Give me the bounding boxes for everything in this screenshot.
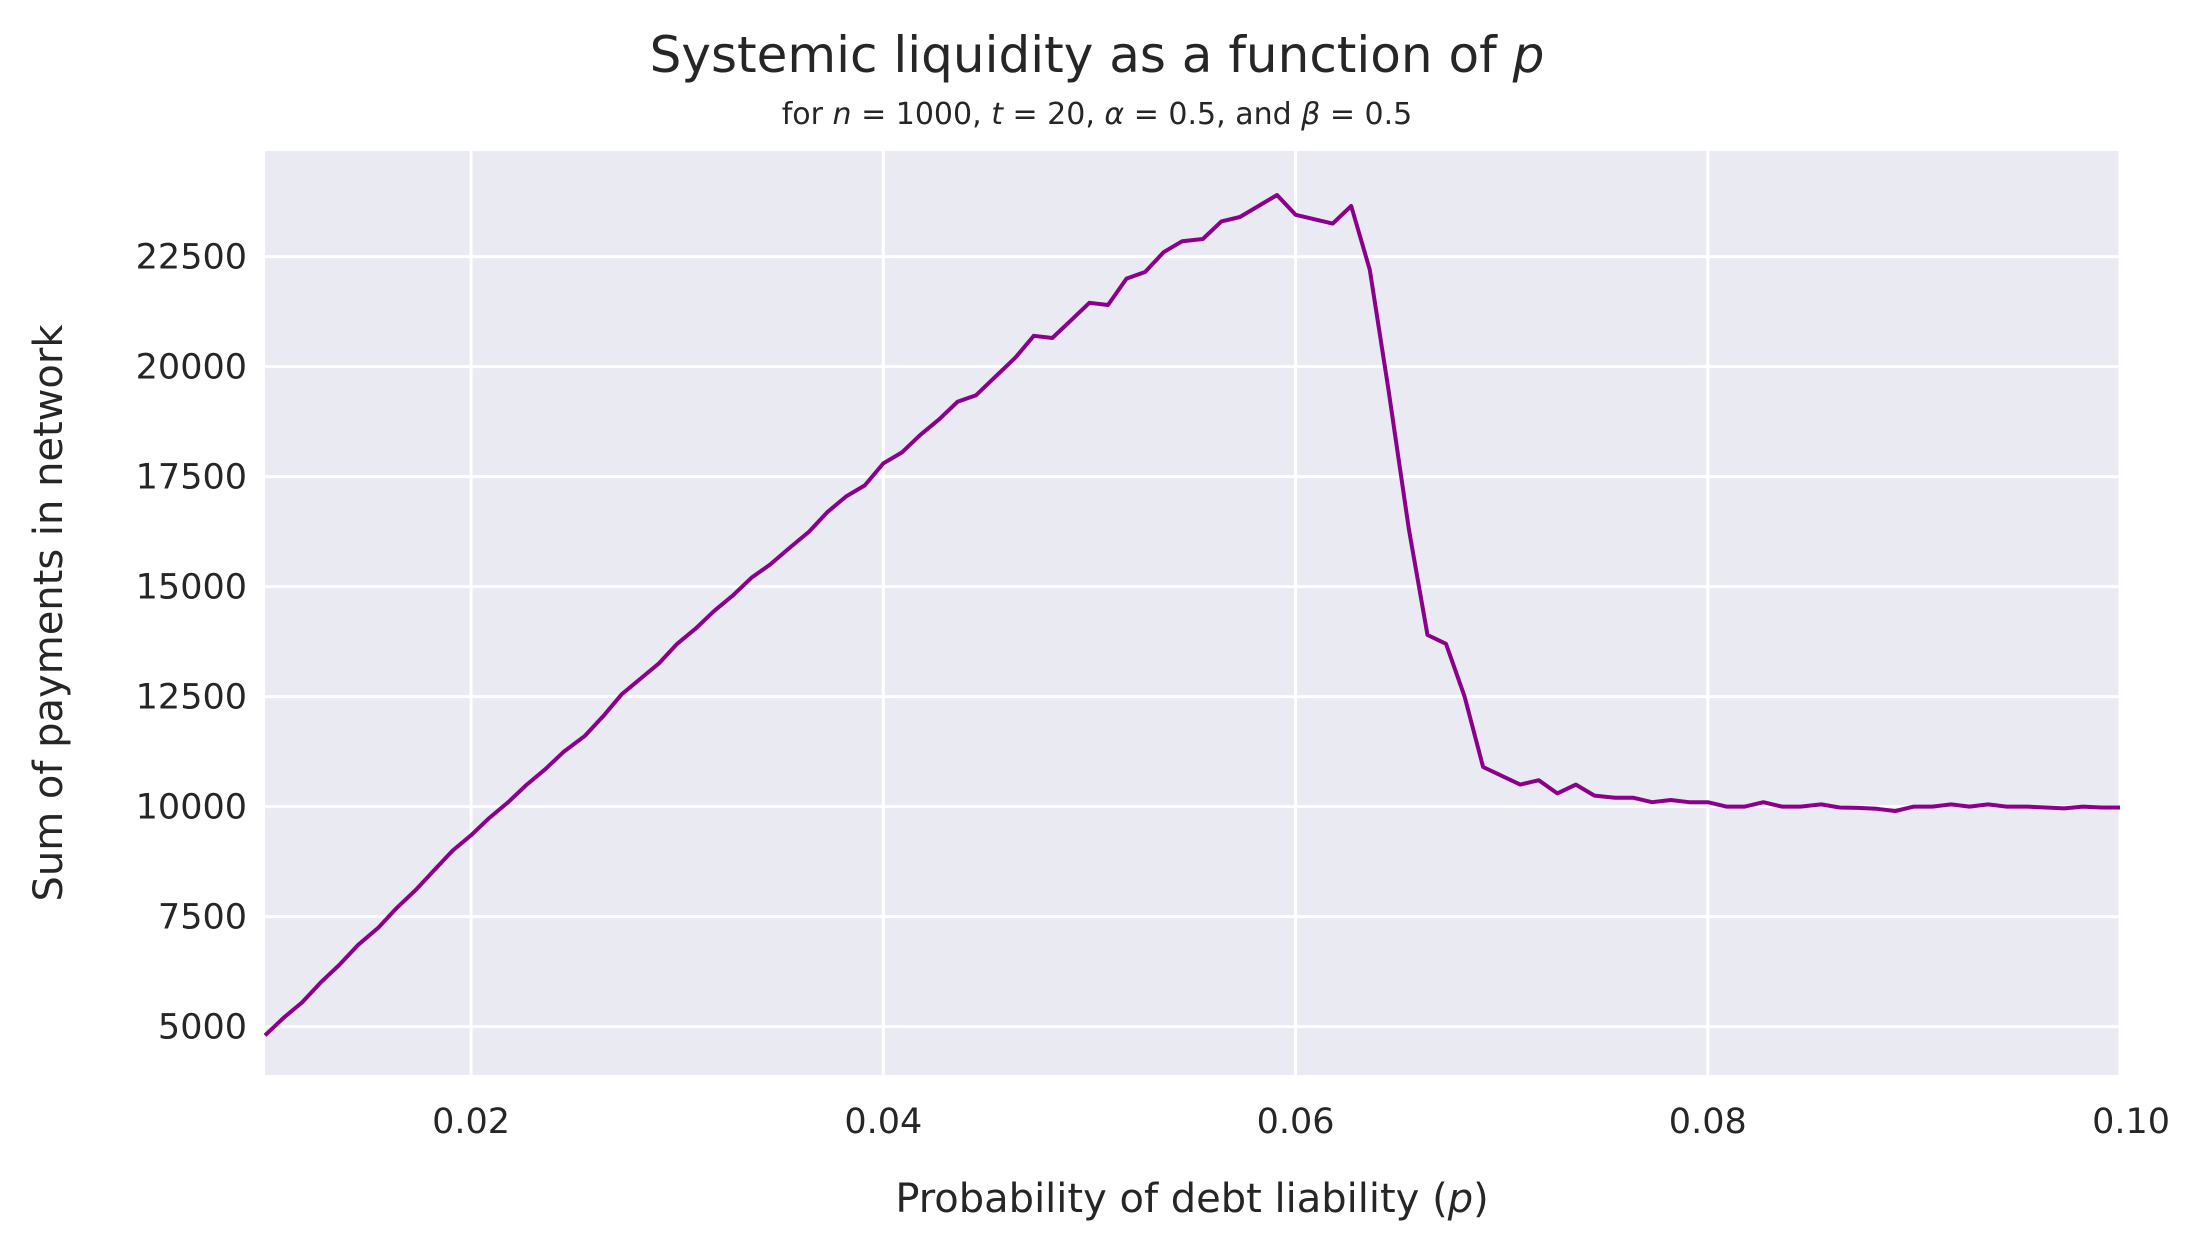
chart-subtitle: for n = 1000, t = 20, α = 0.5, and β = 0… bbox=[782, 97, 1413, 132]
y-tick-label: 7500 bbox=[158, 898, 247, 938]
y-tick-label: 10000 bbox=[136, 788, 247, 828]
y-tick-label: 17500 bbox=[136, 458, 247, 498]
y-tick-label: 12500 bbox=[136, 678, 247, 718]
plot-area bbox=[265, 151, 2120, 1075]
y-tick-label: 15000 bbox=[136, 568, 247, 608]
x-tick-label: 0.10 bbox=[2092, 1102, 2170, 1142]
y-axis-label: Sum of payments in network bbox=[26, 324, 72, 902]
chart-title: Systemic liquidity as a function of p bbox=[650, 26, 1545, 84]
x-tick-label: 0.08 bbox=[1669, 1102, 1747, 1142]
series-line bbox=[263, 193, 2120, 1037]
x-tick-label: 0.06 bbox=[1257, 1102, 1335, 1142]
y-tick-label: 20000 bbox=[136, 348, 247, 388]
y-axis-ticks: 5000 7500 10000 12500 15000 17500 20000 22500 bbox=[136, 238, 247, 1048]
gridlines bbox=[265, 151, 2122, 1075]
y-tick-label: 22500 bbox=[136, 238, 247, 278]
x-tick-label: 0.04 bbox=[844, 1102, 922, 1142]
x-axis-ticks: 0.02 0.04 0.06 0.08 0.10 bbox=[432, 1102, 2170, 1142]
y-tick-label: 5000 bbox=[158, 1008, 247, 1048]
x-tick-label: 0.02 bbox=[432, 1102, 510, 1142]
x-axis-label: Probability of debt liability (p) bbox=[895, 1176, 1488, 1222]
